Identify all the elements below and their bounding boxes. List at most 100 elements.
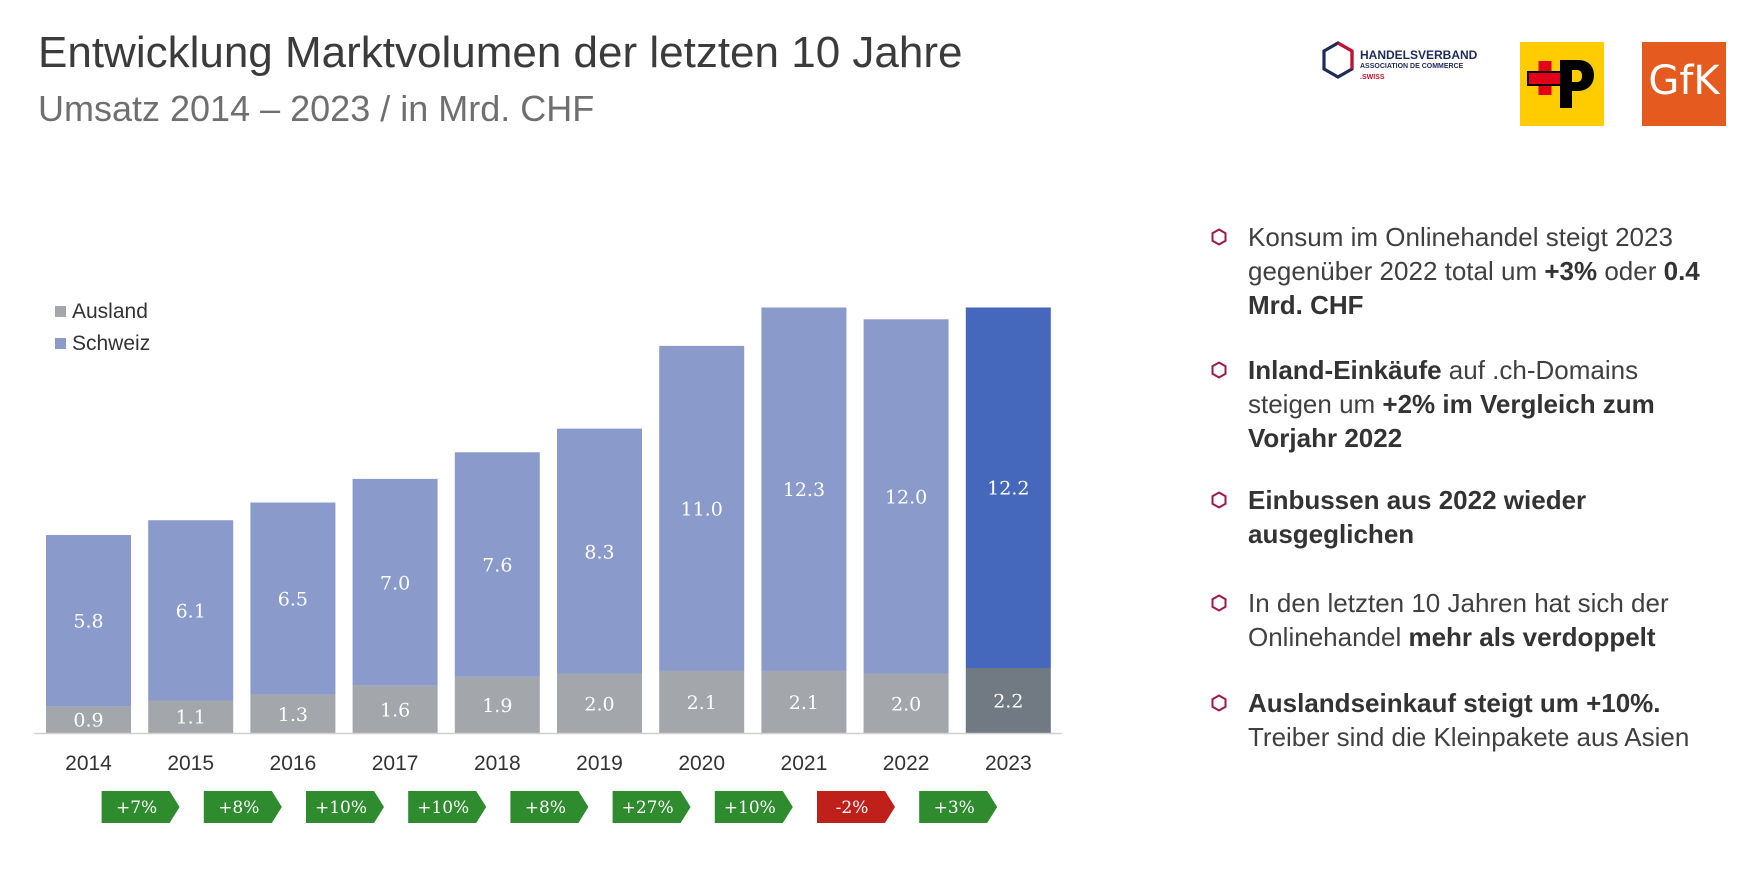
bullet-text-bold: Inland-Einkäufe [1248, 355, 1442, 385]
bar-schweiz-2014 [46, 535, 131, 707]
handelsverband-name: HANDELSVERBAND [1360, 48, 1478, 62]
bar-ausland-2019 [557, 673, 642, 733]
growth-arrow-shape [817, 791, 895, 823]
x-tick-label: 2015 [167, 752, 214, 775]
handelsverband-domain: .SWISS [1360, 74, 1385, 81]
growth-label: +10% [417, 798, 469, 818]
data-label-ausland: 0.9 [73, 710, 103, 732]
hexagon-bullet-icon [1211, 594, 1227, 612]
bar-ausland-2023 [965, 667, 1051, 733]
data-label-ausland: 1.6 [380, 699, 410, 721]
data-label-ausland: 1.9 [482, 695, 512, 717]
bar-schweiz-2016 [250, 502, 336, 695]
legend-swatch [55, 306, 66, 317]
hexagon-icon [1322, 41, 1354, 79]
bullet-text-run: Treiber sind die Kleinpakete aus Asien [1248, 722, 1690, 752]
data-label-schweiz: 12.0 [885, 487, 927, 509]
x-tick-label: 2021 [781, 752, 828, 775]
bullet-text-run: auf .ch-Domains steigen um [1248, 355, 1639, 419]
page-title: Entwicklung Marktvolumen der letzten 10 … [38, 28, 963, 77]
growth-label: +27% [622, 798, 674, 818]
gfk-logo: GfK [1642, 42, 1726, 126]
bar-schweiz-2023 [965, 307, 1051, 668]
bullet-text: Inland-Einkäufe auf .ch-Domains steigen … [1248, 353, 1728, 455]
data-label-schweiz: 12.2 [987, 478, 1029, 500]
growth-label: +7% [116, 798, 157, 818]
x-tick-label: 2022 [883, 752, 930, 775]
bullet-text-bold: +3% [1544, 256, 1598, 286]
handelsverband-subtitle: ASSOCIATION DE COMMERCE [1360, 63, 1464, 70]
data-label-schweiz: 5.8 [73, 611, 103, 633]
bar-schweiz-2017 [352, 478, 438, 686]
bullet-text-run: In den letzten 10 Jahren hat sich der On… [1248, 588, 1669, 652]
hexagon-bullet-icon [1211, 491, 1227, 509]
bullet-text: In den letzten 10 Jahren hat sich der On… [1248, 586, 1728, 654]
x-tick-label: 2018 [474, 752, 521, 775]
growth-arrow-shape [714, 791, 793, 823]
data-label-schweiz: 12.3 [783, 479, 825, 501]
growth-label: -2% [836, 798, 869, 818]
post-icon [1527, 60, 1594, 108]
growth-arrow-shape [203, 791, 282, 823]
chart-legend: Ausland Schweiz [55, 300, 150, 355]
growth-arrow-shape [306, 791, 384, 823]
bar-ausland-2021 [761, 670, 847, 733]
x-tick-label: 2023 [985, 752, 1032, 775]
growth-arrow-shape [510, 791, 589, 823]
data-label-schweiz: 7.0 [380, 572, 410, 594]
legend-label: Ausland [72, 300, 148, 323]
bar-ausland-2018 [454, 676, 540, 733]
bar-schweiz-2018 [454, 452, 540, 677]
bullet-text-bold: 0.4 Mrd. CHF [1248, 256, 1700, 320]
x-tick-label: 2020 [678, 752, 725, 775]
bar-ausland-2017 [352, 685, 438, 733]
data-label-schweiz: 11.0 [681, 498, 723, 520]
x-axis-ticks: 2014 2015 2016 2017 2018 2019 2020 2021 2022 2023 [65, 752, 1032, 775]
growth-arrow-shape [919, 791, 998, 823]
x-tick-label: 2014 [65, 752, 112, 775]
growth-label: +3% [934, 798, 975, 818]
growth-label: +8% [525, 798, 566, 818]
bullet-text-bold: mehr als verdoppelt [1408, 622, 1656, 652]
hexagon-bullet-icon [1211, 694, 1227, 712]
logo-bar: HANDELSVERBAND ASSOCIATION DE COMMERCE .… [1320, 38, 1730, 128]
x-tick-label: 2017 [372, 752, 419, 775]
growth-arrows: +7% +8% +10% +10% +8% +27% +10% -2% +3% [101, 791, 998, 823]
data-label-ausland: 2.0 [891, 693, 921, 715]
page-subtitle: Umsatz 2014 – 2023 / in Mrd. CHF [38, 88, 595, 129]
bar-ausland-2020 [659, 670, 745, 733]
growth-arrow-shape [612, 791, 691, 823]
gfk-logo-text: GfK [1648, 58, 1720, 104]
growth-arrow-shape [101, 791, 180, 823]
bar-ausland-2016 [250, 694, 336, 733]
hexagon-bullet-icon [1211, 228, 1227, 246]
legend-swatch [55, 338, 66, 349]
growth-label: +10% [724, 798, 776, 818]
data-label-schweiz: 8.3 [584, 541, 614, 563]
x-tick-label: 2019 [576, 752, 623, 775]
data-label-ausland: 1.1 [176, 707, 206, 729]
bullet-text-run: Konsum im Onlinehandel steigt 2023 gegen… [1248, 222, 1673, 286]
bar-schweiz-2015 [148, 520, 234, 701]
bar-schweiz-2021 [761, 307, 847, 671]
legend-label: Schweiz [72, 332, 150, 355]
data-label-ausland: 1.3 [278, 704, 308, 726]
bar-schweiz-2022 [863, 319, 949, 674]
growth-arrow-shape [408, 791, 487, 823]
bar-schweiz-2020 [659, 345, 745, 671]
bar-ausland-2015 [148, 700, 234, 733]
data-label-ausland: 2.1 [789, 692, 819, 714]
post-logo [1520, 42, 1604, 126]
bullet-text: Konsum im Onlinehandel steigt 2023 gegen… [1248, 220, 1728, 322]
bullet-text-run: oder [1597, 256, 1664, 286]
data-label-ausland: 2.2 [993, 690, 1023, 712]
data-label-ausland: 2.1 [687, 692, 717, 714]
bar-schweiz-2019 [557, 428, 642, 674]
hexagon-bullet-icon [1211, 361, 1227, 379]
data-label-schweiz: 6.1 [176, 600, 206, 622]
growth-label: +8% [218, 798, 259, 818]
bar-ausland-2014 [46, 706, 131, 733]
bullet-text-bold: Einbussen aus 2022 wieder ausgeglichen [1248, 485, 1587, 549]
growth-label: +10% [315, 798, 367, 818]
data-label-schweiz: 7.6 [482, 555, 512, 577]
